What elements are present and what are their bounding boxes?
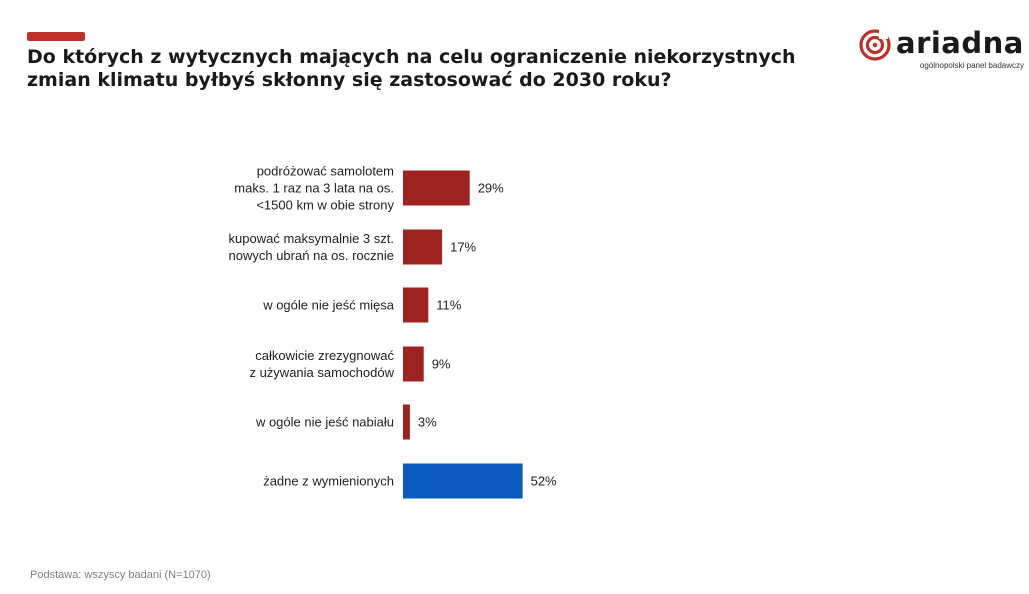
category-label-1: kupować maksymalnie 3 szt. nowych ubrań n… (229, 231, 394, 263)
ariadna-logo: ariadna ogólnopolski panel badawczy (858, 24, 1026, 76)
bar-5 (403, 463, 523, 499)
bar-value-label-2: 11% (436, 298, 461, 313)
category-label-line: w ogóle nie jeść mięsa (262, 298, 395, 313)
category-label-line: całkowicie zrezygnować (255, 348, 394, 363)
bar-4 (403, 404, 410, 440)
bar-value-label-0: 29% (478, 181, 504, 196)
category-label-line: <1500 km w obie strony (256, 198, 394, 213)
category-label-line: nowych ubrań na os. rocznie (229, 248, 394, 263)
category-label-line: żadne z wymienionych (263, 474, 394, 489)
bar-3 (403, 346, 424, 382)
category-label-3: całkowicie zrezygnować z używania samocho… (249, 348, 394, 380)
category-label-2: w ogóle nie jeść mięsa (262, 298, 395, 313)
category-label-line: maks. 1 raz na 3 lata na os. (234, 181, 394, 196)
bar-value-label-3: 9% (432, 357, 451, 372)
category-label-line: w ogóle nie jeść nabiału (255, 415, 394, 430)
footnote: Podstawa: wszyscy badani (N=1070) (30, 569, 211, 581)
bar-value-label-4: 3% (418, 415, 437, 430)
category-label-line: podróżować samolotem (257, 164, 394, 179)
bar-1 (403, 229, 443, 265)
logo-wordmark: ariadna (896, 26, 1024, 60)
bar-value-label-1: 17% (450, 240, 476, 255)
bar-2 (403, 287, 429, 323)
ariadna-spiral-icon (859, 29, 891, 61)
logo-tagline: ogólnopolski panel badawczy (919, 61, 1024, 70)
bar-value-label-5: 52% (531, 474, 557, 489)
category-label-line: z używania samochodów (249, 365, 394, 380)
category-label-0: podróżować samolotem maks. 1 raz na 3 lat… (234, 164, 394, 213)
category-label-5: żadne z wymienionych (263, 474, 394, 489)
category-label-4: w ogóle nie jeść nabiału (255, 415, 394, 430)
chart-title: Do których z wytycznych mających na celu… (27, 46, 796, 91)
category-label-line: kupować maksymalnie 3 szt. (229, 231, 394, 246)
bar-0 (403, 170, 470, 206)
title-accent-bar (27, 32, 85, 41)
